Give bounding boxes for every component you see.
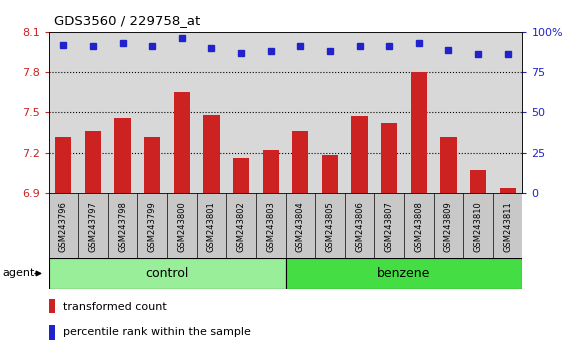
Bar [85, 131, 101, 193]
Text: GSM243807: GSM243807 [385, 201, 393, 252]
Text: GSM243797: GSM243797 [89, 201, 98, 252]
Bar [292, 131, 308, 193]
Bar [286, 258, 522, 289]
Bar [263, 150, 279, 193]
Text: GSM243800: GSM243800 [178, 201, 186, 252]
Text: transformed count: transformed count [63, 302, 166, 312]
Text: GSM243805: GSM243805 [325, 201, 335, 252]
Bar [49, 325, 55, 339]
Text: GSM243809: GSM243809 [444, 201, 453, 252]
Bar [114, 118, 131, 193]
Bar [174, 92, 190, 193]
Bar [144, 137, 160, 193]
Text: GSM243796: GSM243796 [59, 201, 68, 252]
Text: control: control [146, 267, 188, 280]
Bar [470, 170, 486, 193]
Bar [440, 137, 457, 193]
Text: GSM243803: GSM243803 [266, 201, 275, 252]
Bar [49, 258, 286, 289]
Text: GSM243808: GSM243808 [415, 201, 423, 252]
Bar [233, 158, 249, 193]
Text: GSM243801: GSM243801 [207, 201, 216, 252]
Text: GSM243802: GSM243802 [236, 201, 246, 252]
Bar [500, 188, 516, 193]
Bar [411, 72, 427, 193]
Text: benzene: benzene [377, 267, 431, 280]
Bar [49, 299, 55, 313]
Text: GSM243799: GSM243799 [148, 201, 156, 252]
Bar [351, 116, 368, 193]
Bar [203, 115, 220, 193]
Text: agent: agent [3, 268, 35, 279]
Text: GSM243810: GSM243810 [473, 201, 482, 252]
Text: GSM243811: GSM243811 [503, 201, 512, 252]
Bar [381, 123, 397, 193]
Text: GSM243806: GSM243806 [355, 201, 364, 252]
Bar [55, 137, 71, 193]
Text: GDS3560 / 229758_at: GDS3560 / 229758_at [54, 14, 200, 27]
Text: GSM243804: GSM243804 [296, 201, 305, 252]
Text: percentile rank within the sample: percentile rank within the sample [63, 327, 251, 337]
Text: GSM243798: GSM243798 [118, 201, 127, 252]
Bar [322, 155, 338, 193]
